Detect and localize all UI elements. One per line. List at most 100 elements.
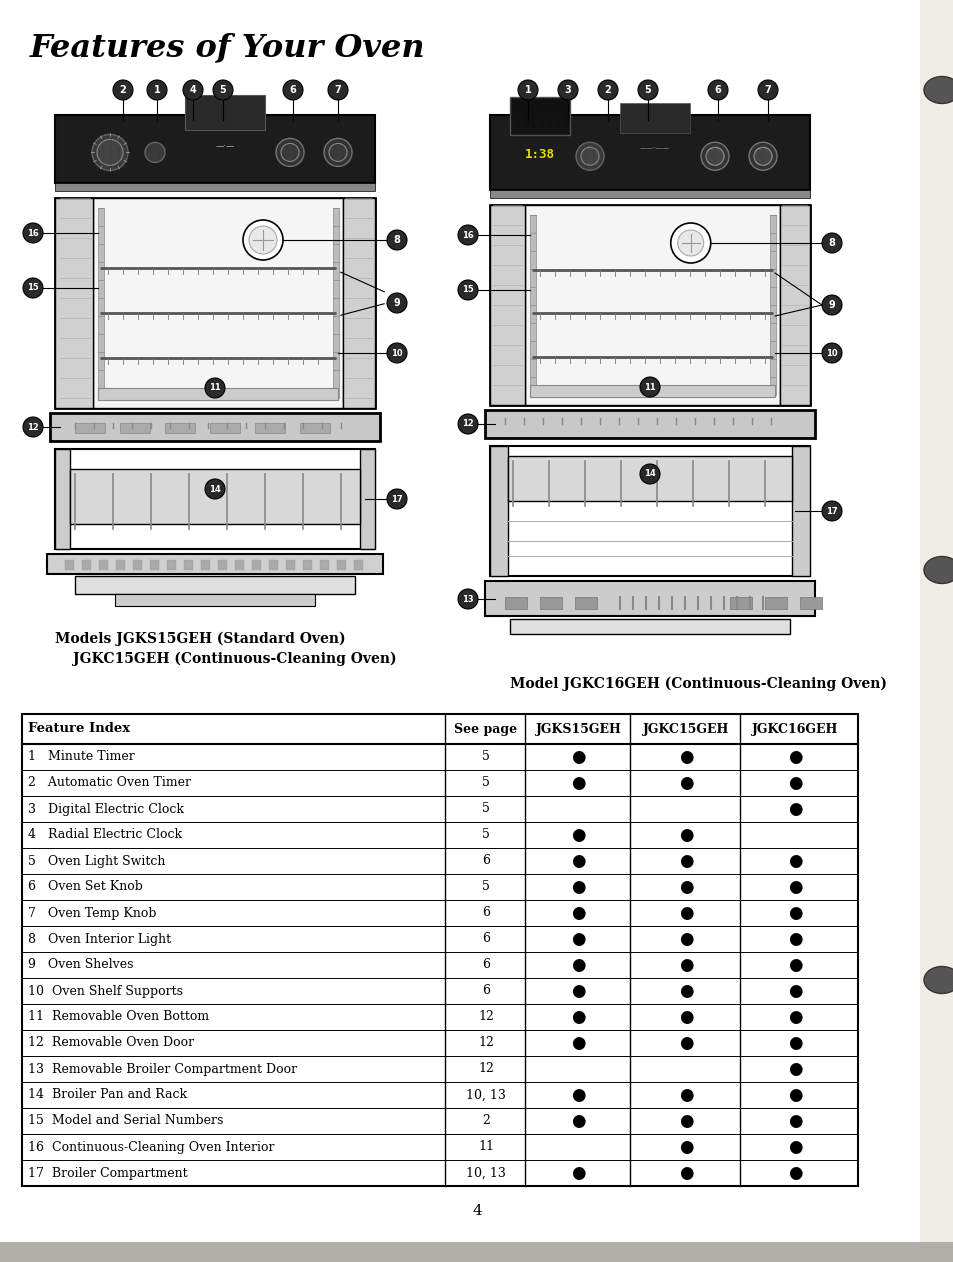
Text: 6: 6 <box>714 85 720 95</box>
Text: ●: ● <box>678 1034 693 1053</box>
Text: ●: ● <box>678 878 693 896</box>
Bar <box>22 1082 857 1108</box>
Bar <box>92 198 343 408</box>
Text: 15: 15 <box>461 285 474 294</box>
Circle shape <box>638 80 658 100</box>
Bar <box>98 387 337 400</box>
Text: ●: ● <box>787 1034 801 1053</box>
Bar <box>619 103 689 133</box>
Text: See page: See page <box>454 723 517 736</box>
Text: 7   Oven Temp Knob: 7 Oven Temp Knob <box>28 906 156 920</box>
Circle shape <box>147 80 167 100</box>
Text: 12: 12 <box>477 1063 494 1075</box>
Text: 4   Radial Electric Clock: 4 Radial Electric Clock <box>28 828 182 842</box>
Text: ●: ● <box>787 1138 801 1156</box>
Text: ●: ● <box>678 1138 693 1156</box>
Text: 6   Oven Set Knob: 6 Oven Set Knob <box>28 881 143 893</box>
Bar <box>354 560 363 570</box>
Text: ●: ● <box>571 878 585 896</box>
Bar <box>55 449 375 549</box>
Bar <box>504 597 526 610</box>
Bar <box>22 745 857 770</box>
Bar <box>359 449 375 549</box>
Bar <box>22 952 857 978</box>
Bar <box>116 560 125 570</box>
Circle shape <box>580 148 598 165</box>
Text: 1   Minute Timer: 1 Minute Timer <box>28 751 134 764</box>
Bar <box>167 560 175 570</box>
Circle shape <box>387 488 407 509</box>
Circle shape <box>387 343 407 363</box>
Circle shape <box>598 80 618 100</box>
Text: 12  Removable Oven Door: 12 Removable Oven Door <box>28 1036 193 1050</box>
Bar <box>201 560 210 570</box>
Bar <box>769 215 775 395</box>
Bar <box>55 449 70 549</box>
Bar <box>303 560 312 570</box>
Text: ●: ● <box>571 852 585 870</box>
Bar <box>319 560 329 570</box>
Text: ●: ● <box>678 1164 693 1182</box>
Bar <box>254 423 285 433</box>
Bar <box>490 445 507 575</box>
Text: Models JGKS15GEH (Standard Oven): Models JGKS15GEH (Standard Oven) <box>55 632 345 646</box>
Text: 14  Broiler Pan and Rack: 14 Broiler Pan and Rack <box>28 1089 187 1102</box>
Bar <box>484 410 814 438</box>
Text: ●: ● <box>571 904 585 923</box>
Bar <box>115 594 314 606</box>
Bar <box>729 597 751 610</box>
Bar <box>484 581 814 616</box>
Bar <box>22 978 857 1005</box>
Text: ●: ● <box>787 1008 801 1026</box>
Text: 9: 9 <box>828 300 835 310</box>
Text: ●: ● <box>787 774 801 793</box>
Text: 17: 17 <box>825 506 837 515</box>
Bar <box>764 597 786 610</box>
Circle shape <box>329 144 347 162</box>
Text: 7: 7 <box>335 85 341 95</box>
Text: 2: 2 <box>604 85 611 95</box>
Circle shape <box>91 134 128 170</box>
Bar <box>98 208 104 398</box>
Text: 16: 16 <box>27 228 39 237</box>
Text: 1: 1 <box>153 85 160 95</box>
Text: JGKC15GEH (Continuous-Cleaning Oven): JGKC15GEH (Continuous-Cleaning Oven) <box>73 651 396 666</box>
Text: 4: 4 <box>472 1204 481 1218</box>
Text: 11: 11 <box>209 384 221 392</box>
Text: 6: 6 <box>481 959 490 972</box>
Text: 5: 5 <box>481 828 490 842</box>
Bar <box>55 198 375 408</box>
Circle shape <box>753 148 771 165</box>
Text: 5: 5 <box>481 751 490 764</box>
Bar <box>286 560 294 570</box>
Bar <box>22 926 857 952</box>
Text: 15: 15 <box>27 284 39 293</box>
Circle shape <box>758 80 778 100</box>
Text: 15  Model and Serial Numbers: 15 Model and Serial Numbers <box>28 1114 223 1127</box>
Text: ●: ● <box>571 1008 585 1026</box>
Bar <box>185 95 265 130</box>
Text: ●: ● <box>571 930 585 948</box>
Bar <box>336 560 346 570</box>
Bar <box>50 413 379 440</box>
Bar <box>490 204 809 405</box>
Text: 12: 12 <box>477 1036 494 1050</box>
Text: 1: 1 <box>524 85 531 95</box>
Circle shape <box>112 80 132 100</box>
Circle shape <box>145 143 165 163</box>
Text: 5   Oven Light Switch: 5 Oven Light Switch <box>28 854 165 867</box>
Bar <box>22 1135 857 1160</box>
Circle shape <box>558 80 578 100</box>
Bar <box>70 469 359 524</box>
Bar <box>510 618 789 634</box>
Text: 5: 5 <box>481 881 490 893</box>
Text: 8: 8 <box>828 239 835 249</box>
Text: ●: ● <box>678 930 693 948</box>
Text: ●: ● <box>571 774 585 793</box>
Circle shape <box>205 480 225 498</box>
Text: ●: ● <box>787 1112 801 1129</box>
Text: ●: ● <box>678 1087 693 1104</box>
Text: 10  Oven Shelf Supports: 10 Oven Shelf Supports <box>28 984 183 997</box>
Bar <box>490 204 524 405</box>
Text: ●: ● <box>787 1060 801 1078</box>
